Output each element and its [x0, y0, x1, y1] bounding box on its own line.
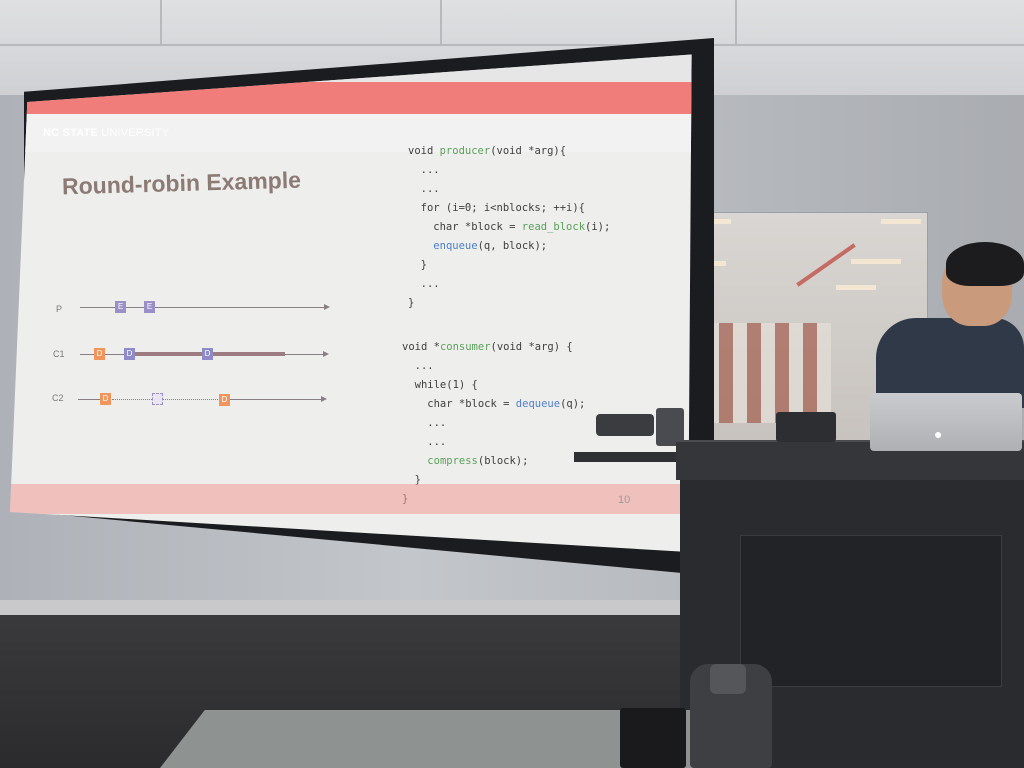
arrow-head-icon [324, 304, 330, 310]
presenter-hair [946, 242, 1024, 286]
slide-footer-band [10, 484, 692, 514]
dequeue-block: D [202, 348, 213, 360]
slide-page-number: 10 [618, 494, 631, 506]
code-line: ... [402, 436, 447, 448]
timeline-label-p: P [56, 304, 63, 314]
code-line: enqueue(q, block); [433, 240, 548, 252]
camera-shelf [574, 452, 684, 462]
consumer-code: void *consumer(void *arg) { ... while(1)… [402, 338, 585, 509]
code-line: ... [408, 183, 440, 195]
producer-code: void producer(void *arg){ ... ... for (i… [408, 142, 610, 313]
projection-screen: NC STATE UNIVERSITY Round-robin Example … [10, 54, 692, 552]
trash-bin [620, 708, 686, 768]
execute-block: E [144, 301, 155, 313]
lectern-panel [740, 535, 1002, 687]
document-camera [596, 414, 654, 436]
dequeue-block: D [124, 348, 135, 360]
dequeue-block: D [94, 348, 105, 360]
timeline-label-c2: C2 [52, 393, 64, 403]
code-line: char *block = read_block(i); [408, 221, 611, 233]
arrow-head-icon [323, 351, 329, 357]
code-line: ... [408, 278, 440, 290]
arrow-head-icon [321, 396, 327, 402]
camera-head [656, 408, 684, 446]
bottle-cap [710, 664, 746, 694]
code-line: ... [402, 417, 447, 429]
empty-block [152, 393, 163, 405]
code-line: void producer(void *arg){ [408, 145, 567, 157]
code-line: void *consumer(void *arg) { [402, 341, 573, 353]
dequeue-block: D [219, 394, 230, 406]
slide-title: Round-robin Example [61, 166, 302, 200]
code-line: compress(block); [427, 455, 529, 467]
timeline-line-p [80, 307, 325, 308]
building-reflection [691, 323, 831, 423]
red-marker-writing [796, 243, 856, 287]
code-line: for (i=0; i<nblocks; ++i){ [408, 202, 586, 214]
execute-block: E [115, 301, 126, 313]
code-line: char *block = dequeue(q); [402, 398, 586, 410]
code-line: while(1) { [402, 379, 478, 391]
timeline-line-c2 [78, 399, 102, 400]
code-line: ... [402, 360, 434, 372]
desk-phone [776, 412, 836, 442]
dequeue-block: D [100, 393, 111, 405]
wait-segment [112, 399, 220, 400]
timeline-line-c2-end [230, 399, 322, 400]
code-line: } [402, 474, 421, 486]
code-line: } [408, 259, 427, 271]
wait-segment [105, 354, 125, 355]
apple-logo-icon: ● [934, 426, 943, 442]
code-line: ... [408, 164, 440, 176]
laptop [870, 393, 1022, 451]
university-logo: NC STATE UNIVERSITY [43, 127, 170, 139]
timeline-label-c1: C1 [53, 349, 65, 359]
code-line: } [408, 297, 415, 309]
